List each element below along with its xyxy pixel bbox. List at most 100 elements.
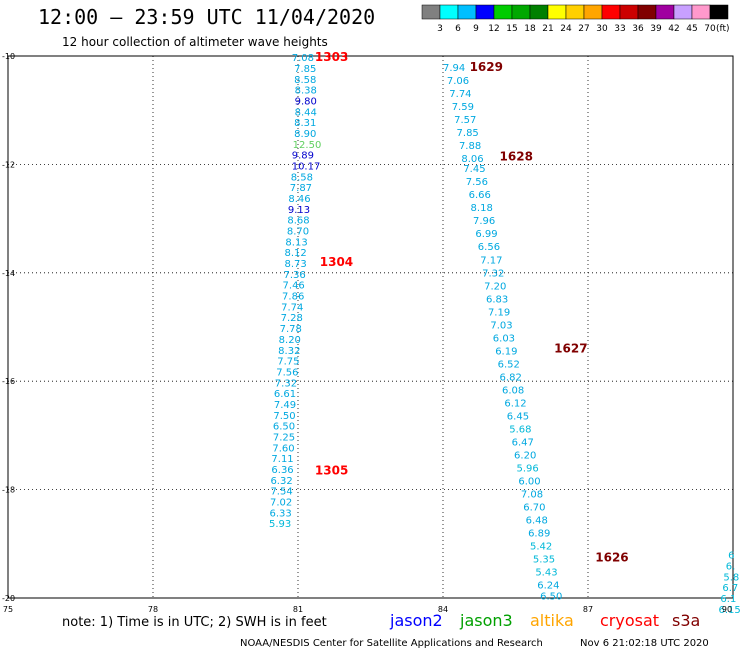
y-tick-label: -14 xyxy=(2,269,15,278)
wave-height-value: 7.60 xyxy=(272,443,294,454)
wave-height-value: 5.35 xyxy=(533,554,555,565)
color-scale-bar: 3 6 9 12 15 18 21 24 27 30 33 36 39 42 45 70 xyxy=(421,4,729,34)
color-tick-label: 9 xyxy=(473,24,479,34)
wave-height-value: 6.00 xyxy=(518,476,540,487)
pass-number-label: 1303 xyxy=(315,50,348,64)
wave-height-value: 7.02 xyxy=(270,498,292,509)
plot-frame xyxy=(7,55,734,599)
wave-height-value: 7.20 xyxy=(484,281,506,292)
color-swatch xyxy=(475,4,495,20)
wave-height-value: 6.19 xyxy=(495,346,517,357)
color-swatch xyxy=(601,4,621,20)
legend-jason3: jason3 xyxy=(459,611,513,630)
y-tick-label: -18 xyxy=(2,486,15,495)
color-swatch xyxy=(421,4,441,20)
wave-height-value: 7.86 xyxy=(282,292,304,303)
wave-height-value: 6 xyxy=(728,551,734,562)
wave-height-value: 6.89 xyxy=(528,528,550,539)
wave-height-value: 8.38 xyxy=(295,86,317,97)
wave-height-value: 8.12 xyxy=(284,248,306,259)
wave-height-value: 9.13 xyxy=(288,205,310,216)
footer-note: note: 1) Time is in UTC; 2) SWH is in fe… xyxy=(62,615,327,630)
y-tick-label: -12 xyxy=(2,160,15,169)
wave-height-value: 7.85 xyxy=(457,128,479,139)
pass-number-label: 1627 xyxy=(554,342,587,356)
wave-height-value: 6.50 xyxy=(273,422,295,433)
wave-height-value: 7.25 xyxy=(273,432,295,443)
wave-height-value: 7.46 xyxy=(283,281,305,292)
wave-height-value: 7.08 xyxy=(292,53,314,64)
wave-height-value: 5.42 xyxy=(530,541,552,552)
color-tick-label: 3 xyxy=(437,24,443,34)
wave-height-value: 8.31 xyxy=(294,118,316,129)
wave-height-value: 6.08 xyxy=(502,385,524,396)
wave-height-value: 5.43 xyxy=(535,567,557,578)
wave-height-value: 7.59 xyxy=(452,102,474,113)
wave-height-value: 6.82 xyxy=(500,372,522,383)
wave-height-value: 8.70 xyxy=(287,227,309,238)
wave-height-value: 8.58 xyxy=(294,75,316,86)
wave-height-value: 7.88 xyxy=(459,141,481,152)
wave-height-value: 7.75 xyxy=(277,357,299,368)
color-swatch xyxy=(583,4,603,20)
wave-height-value: 6.70 xyxy=(523,502,545,513)
color-tick-label: 45 xyxy=(686,24,697,34)
wave-height-value: 6.33 xyxy=(269,508,291,519)
x-tick-label: 87 xyxy=(583,605,593,614)
wave-height-value: 7.74 xyxy=(281,302,303,313)
wave-height-value: 7.45 xyxy=(463,164,485,175)
color-swatch xyxy=(655,4,675,20)
color-scale-unit: (ft) xyxy=(716,24,730,34)
wave-height-value: 6.15 xyxy=(719,605,740,616)
wave-height-value: 7.87 xyxy=(290,183,312,194)
x-tick-label: 84 xyxy=(438,605,448,614)
wave-height-value: 5.8 xyxy=(723,572,739,583)
wave-height-value: 10.17 xyxy=(292,161,321,172)
color-swatch xyxy=(565,4,585,20)
wave-height-value: 7.96 xyxy=(473,216,495,227)
y-tick-label: -16 xyxy=(2,377,15,386)
axis-ticks: 75 78 81 84 87 90 -10 -12 -14 -16 -18 -20 xyxy=(2,52,732,614)
wave-height-value: 6.66 xyxy=(469,190,491,201)
chart-subtitle: 12 hour collection of altimeter wave hei… xyxy=(62,35,328,49)
wave-height-value: 7.08 xyxy=(521,489,543,500)
wave-height-value: 6.1 xyxy=(720,594,736,605)
color-tick-label: 33 xyxy=(614,24,625,34)
wave-height-value: 8.13 xyxy=(285,237,307,248)
wave-height-value: 5.96 xyxy=(516,463,538,474)
legend-s3a: s3a xyxy=(672,611,700,630)
wave-height-value: 7.50 xyxy=(273,411,295,422)
color-swatch xyxy=(691,4,711,20)
wave-height-value: 12.50 xyxy=(293,140,322,151)
wave-height-value: 8.20 xyxy=(279,335,301,346)
wave-height-value: 7.54 xyxy=(270,487,292,498)
x-tick-label: 78 xyxy=(148,605,158,614)
wave-height-value: 7.94 xyxy=(443,63,465,74)
wave-height-value: 6.36 xyxy=(271,465,293,476)
wave-height-value: 8.90 xyxy=(294,129,316,140)
wave-height-value: 7.03 xyxy=(490,320,512,331)
color-swatch xyxy=(709,4,729,20)
color-tick-label: 18 xyxy=(524,24,536,34)
wave-height-value: 9.89 xyxy=(292,151,314,162)
wave-height-value: 8.46 xyxy=(288,194,310,205)
pass-number-label: 1628 xyxy=(500,149,533,163)
wave-height-value: 8.44 xyxy=(295,107,317,118)
legend-cryosat: cryosat xyxy=(600,611,659,630)
color-swatch xyxy=(637,4,657,20)
wave-height-value: 7.78 xyxy=(280,324,302,335)
y-tick-label: -20 xyxy=(2,594,15,603)
color-tick-label: 36 xyxy=(632,24,644,34)
wave-height-value: 7.11 xyxy=(271,454,293,465)
color-swatch xyxy=(457,4,477,20)
color-swatch xyxy=(529,4,549,20)
pass-number-label: 1304 xyxy=(320,255,353,269)
wave-height-value: 6.32 xyxy=(270,476,292,487)
pass-number-label: 1305 xyxy=(315,464,348,478)
data-values: 7.087.858.588.389.808.448.318.9012.509.8… xyxy=(269,53,740,616)
wave-height-value: 8.18 xyxy=(471,203,493,214)
x-tick-label: 81 xyxy=(293,605,303,614)
color-swatch xyxy=(547,4,567,20)
color-swatch xyxy=(439,4,459,20)
color-tick-label: 24 xyxy=(560,24,572,34)
